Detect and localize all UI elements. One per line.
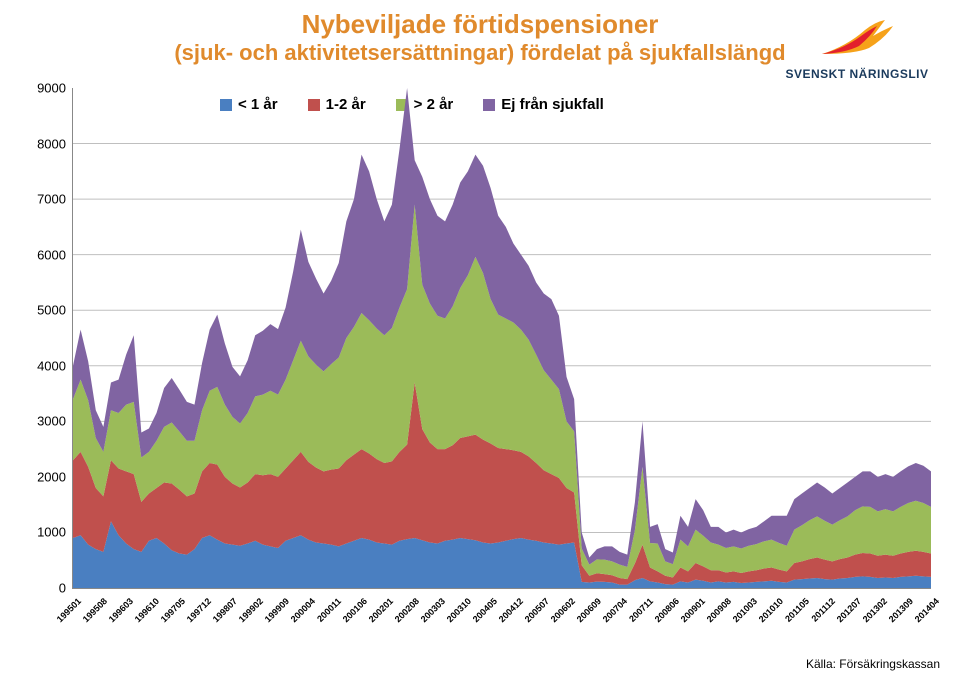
x-tick-label: 200405 xyxy=(471,596,499,624)
x-tick-label: 200609 xyxy=(575,596,603,624)
x-tick-label: 199712 xyxy=(185,596,213,624)
x-tick-label: 199705 xyxy=(159,596,187,624)
y-tick-label: 5000 xyxy=(37,303,66,318)
y-tick-label: 7000 xyxy=(37,192,66,207)
x-tick-label: 200704 xyxy=(601,596,629,624)
y-tick-label: 2000 xyxy=(37,469,66,484)
x-tick-label: 201404 xyxy=(913,596,941,624)
x-tick-label: 201003 xyxy=(731,596,759,624)
x-tick-label: 199508 xyxy=(81,596,109,624)
x-tick-label: 201302 xyxy=(861,596,889,624)
x-tick-label: 200806 xyxy=(653,596,681,624)
x-tick-label: 201112 xyxy=(809,596,837,624)
x-tick-label: 199909 xyxy=(263,596,291,624)
x-tick-label: 201207 xyxy=(835,596,863,624)
y-tick-label: 6000 xyxy=(37,247,66,262)
x-tick-label: 199902 xyxy=(237,596,265,624)
y-tick-label: 8000 xyxy=(37,136,66,151)
y-tick-label: 4000 xyxy=(37,358,66,373)
x-tick-label: 201309 xyxy=(887,596,915,624)
x-tick-label: 200303 xyxy=(419,596,447,624)
x-tick-label: 199603 xyxy=(107,596,135,624)
x-tick-label: 200310 xyxy=(445,596,473,624)
x-tick-label: 200901 xyxy=(679,596,707,624)
source-label: Källa: Försäkringskassan xyxy=(806,657,940,671)
x-tick-label: 200602 xyxy=(549,596,577,624)
x-tick-label: 200208 xyxy=(393,596,421,624)
x-tick-label: 199807 xyxy=(211,596,239,624)
x-tick-label: 200011 xyxy=(315,596,343,624)
logo: SVENSKT NÄRINGSLIV xyxy=(772,18,942,81)
chart-area: 0100020003000400050006000700080009000 19… xyxy=(30,88,930,628)
x-tick-label: 200201 xyxy=(367,596,395,624)
x-tick-label: 201105 xyxy=(783,596,811,624)
y-tick-label: 1000 xyxy=(37,525,66,540)
y-axis-labels: 0100020003000400050006000700080009000 xyxy=(30,88,68,588)
y-tick-label: 3000 xyxy=(37,414,66,429)
x-axis-labels: 1995011995081996031996101997051997121998… xyxy=(72,590,930,650)
x-tick-label: 200412 xyxy=(497,596,525,624)
x-tick-label: 200004 xyxy=(289,596,317,624)
x-tick-label: 201010 xyxy=(757,596,785,624)
logo-flame-icon xyxy=(817,18,897,56)
x-tick-label: 200908 xyxy=(705,596,733,624)
x-tick-label: 200106 xyxy=(341,596,369,624)
x-tick-label: 199610 xyxy=(133,596,161,624)
y-tick-label: 0 xyxy=(59,581,66,596)
logo-text: SVENSKT NÄRINGSLIV xyxy=(772,67,942,81)
y-tick-label: 9000 xyxy=(37,81,66,96)
plot-area xyxy=(72,88,931,589)
x-tick-label: 200711 xyxy=(627,596,655,624)
x-tick-label: 199501 xyxy=(55,596,83,624)
x-tick-label: 200507 xyxy=(523,596,551,624)
